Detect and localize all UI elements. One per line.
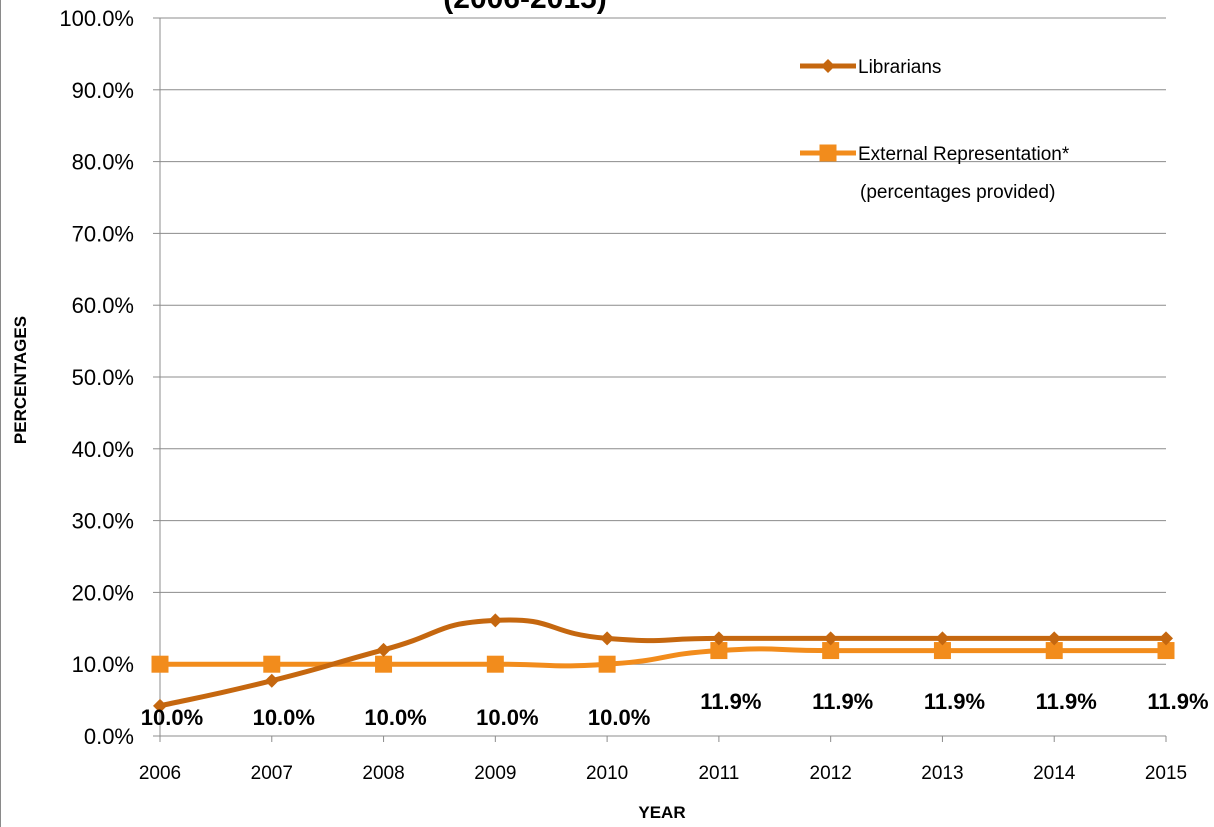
y-tick-label: 20.0% — [72, 580, 134, 605]
x-tick-label: 2007 — [251, 763, 293, 784]
data-point-external-representation — [263, 655, 281, 673]
y-tick-label: 100.0% — [59, 6, 134, 31]
series-markers — [151, 613, 1175, 713]
data-point-external-representation — [486, 655, 504, 673]
data-label: 10.0% — [476, 705, 538, 730]
x-tick-label: 2014 — [1033, 763, 1076, 784]
y-tick-label: 70.0% — [72, 221, 134, 246]
data-label: 11.9% — [1036, 689, 1097, 714]
data-labels: 10.0% 10.0% 10.0% 10.0% 10.0% 11.9% 11.9% 11.9%… — [141, 689, 1209, 730]
chart-title: (2006-2015) — [443, 0, 606, 15]
data-point-external-representation — [1045, 642, 1063, 660]
x-axis-ticks: 2006 2007 2008 2009 2010 2011 2012 2013 2014 2015 — [139, 763, 1187, 784]
gridlines — [153, 17, 1167, 742]
legend-label-external-representation-line2: (percentages provided) — [860, 182, 1055, 203]
y-axis-ticks: 0.0% 10.0% 20.0% 30.0% 40.0% 50.0% 60.0% 70.0% 8… — [59, 6, 134, 749]
data-point-librarians — [1047, 631, 1062, 646]
data-point-external-representation — [933, 642, 951, 660]
y-tick-label: 60.0% — [72, 293, 134, 318]
y-tick-label: 40.0% — [72, 437, 134, 462]
y-tick-label: 50.0% — [72, 365, 134, 390]
data-label: 10.0% — [588, 705, 650, 730]
y-tick-label: 10.0% — [72, 652, 134, 677]
x-tick-label: 2013 — [921, 763, 963, 784]
series-line-librarians — [159, 617, 1166, 709]
y-tick-label: 0.0% — [84, 724, 134, 749]
x-tick-label: 2010 — [586, 763, 628, 784]
data-point-external-representation — [598, 655, 616, 673]
x-tick-label: 2006 — [139, 763, 181, 784]
data-label: 10.0% — [364, 705, 426, 730]
data-point-external-representation — [151, 655, 169, 673]
data-point-librarians — [600, 631, 615, 646]
x-tick-label: 2011 — [698, 763, 739, 784]
data-label: 11.9% — [924, 689, 985, 714]
data-label: 11.9% — [1147, 689, 1208, 714]
x-tick-label: 2009 — [474, 763, 516, 784]
data-point-librarians — [823, 631, 838, 646]
legend-marker-librarians — [821, 59, 835, 73]
data-point-librarians — [153, 698, 167, 713]
series-line-external-representation — [160, 646, 1166, 669]
data-point-external-representation — [1157, 642, 1175, 660]
data-label: 11.9% — [812, 689, 873, 714]
legend-marker-external-representation — [819, 144, 837, 162]
data-point-librarians — [935, 631, 950, 646]
x-axis-label: YEAR — [638, 803, 685, 822]
data-label: 10.0% — [253, 705, 315, 730]
y-tick-label: 90.0% — [72, 78, 134, 103]
legend: Librarians External Representation* (perce… — [800, 57, 1070, 203]
x-tick-label: 2012 — [810, 763, 852, 784]
y-tick-label: 30.0% — [72, 509, 134, 534]
data-point-librarians — [264, 673, 279, 688]
data-point-librarians — [1159, 631, 1173, 646]
data-point-librarians — [376, 642, 391, 657]
x-tick-label: 2015 — [1145, 763, 1187, 784]
data-label: 11.9% — [700, 689, 761, 714]
data-point-librarians — [711, 631, 726, 646]
data-point-external-representation — [375, 655, 393, 673]
data-point-librarians — [488, 613, 503, 628]
legend-label-librarians: Librarians — [858, 57, 941, 78]
chart-frame-edge — [0, 0, 1, 827]
data-label: 10.0% — [141, 705, 203, 730]
y-axis-label: PERCENTAGES — [11, 316, 30, 444]
series-lines — [159, 617, 1166, 709]
data-point-external-representation — [710, 642, 728, 660]
x-tick-label: 2008 — [362, 763, 404, 784]
legend-label-external-representation: External Representation* — [858, 144, 1070, 165]
data-point-external-representation — [822, 642, 840, 660]
y-tick-label: 80.0% — [72, 150, 134, 175]
